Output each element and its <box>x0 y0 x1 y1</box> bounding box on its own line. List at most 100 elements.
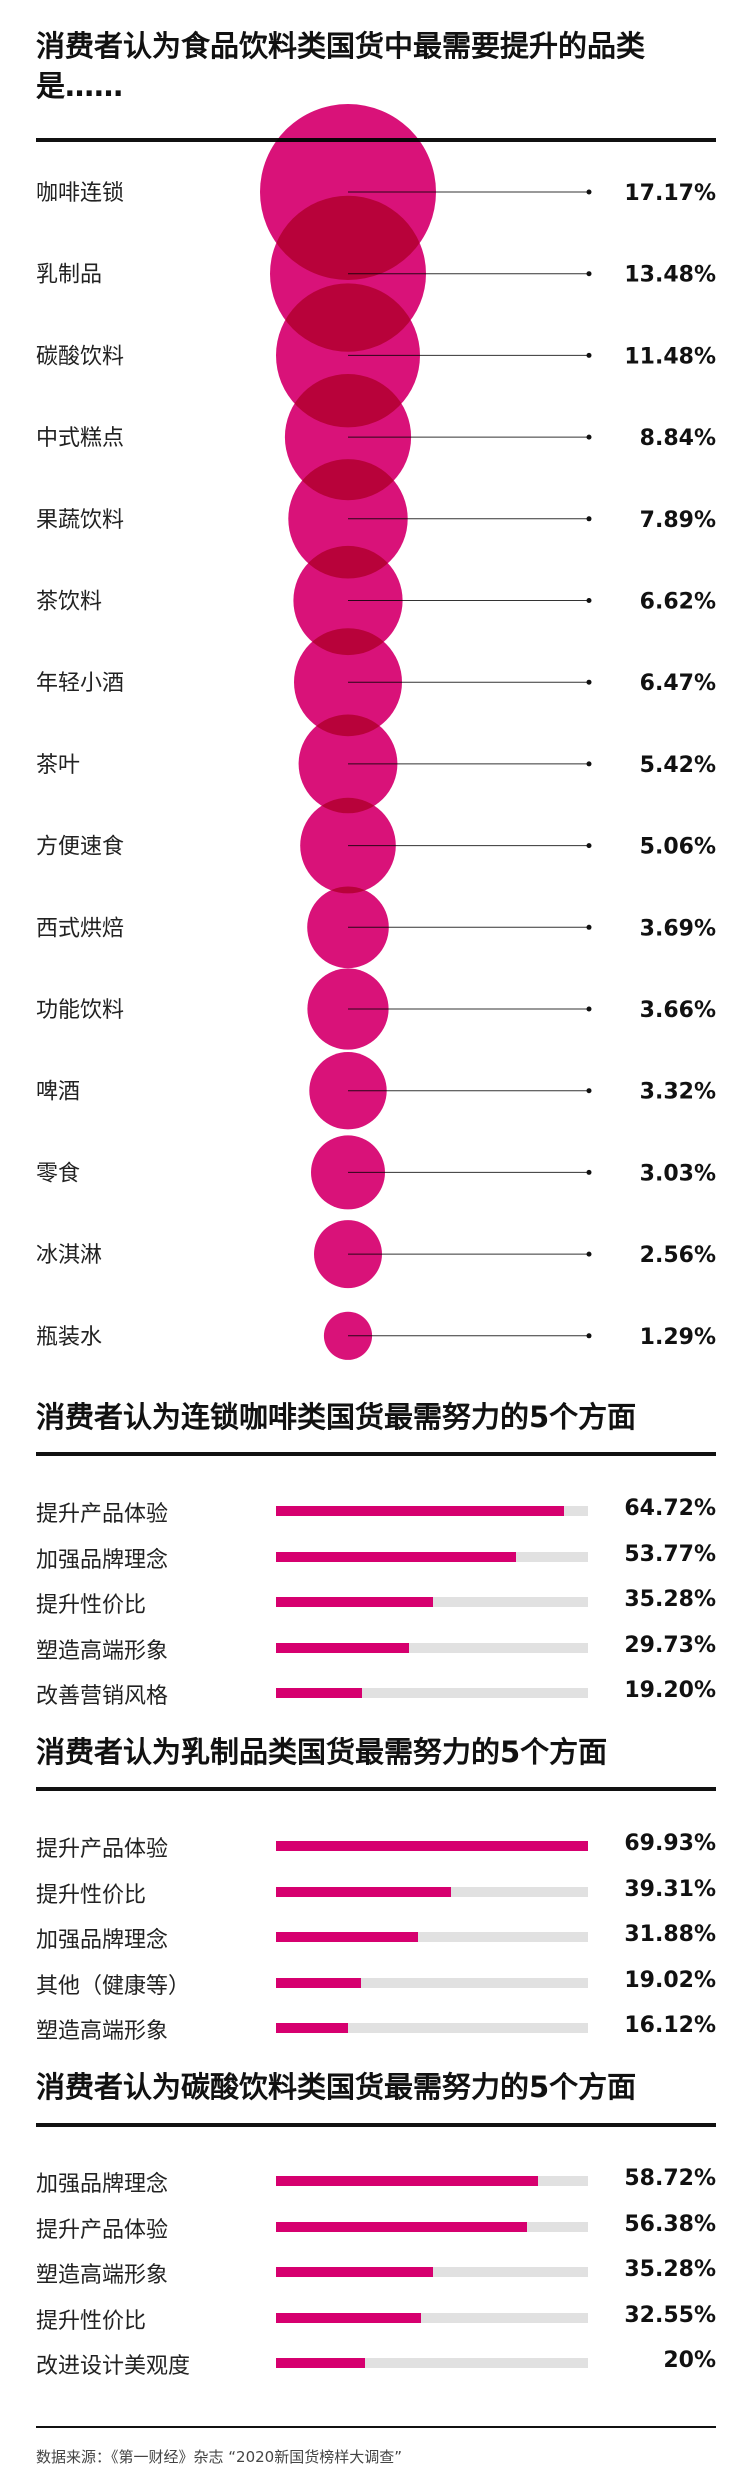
bar-fill <box>276 1642 409 1653</box>
bubble-value-label: 6.62% <box>640 590 716 615</box>
bar-fill <box>276 1841 588 1851</box>
bubble-mark <box>314 1220 382 1289</box>
bubble-mark <box>323 1311 373 1360</box>
bubble-value-label: 5.42% <box>640 753 716 778</box>
bar-fill <box>276 1688 362 1698</box>
bar-value-label: 64.72% <box>624 1496 716 1521</box>
bubble-value-label: 2.56% <box>640 1243 716 1268</box>
bubble-leader-dot <box>586 271 592 277</box>
bar-fill <box>276 2023 348 2033</box>
bar-track <box>276 1977 588 1988</box>
bar-value-label: 31.88% <box>624 1922 716 1947</box>
bar-track <box>276 1642 588 1653</box>
bar-category-label: 提升产品体验 <box>36 1502 169 1527</box>
bubble-value-label: 8.84% <box>640 426 716 451</box>
bubble-mark <box>307 886 389 969</box>
bubble-value-label: 7.89% <box>640 508 716 533</box>
bar-value-label: 20% <box>663 2348 716 2373</box>
bar-category-label: 提升性价比 <box>36 1882 147 1908</box>
bar-value-label: 32.55% <box>624 2302 716 2328</box>
bar-value-label: 58.72% <box>624 2166 716 2191</box>
bubble-leader-dot <box>586 1251 592 1257</box>
bar-category-label: 加强品牌理念 <box>36 1928 169 1953</box>
bar-category-label: 改善营销风格 <box>36 1684 169 1709</box>
bubble-value-label: 3.69% <box>640 916 716 941</box>
bubble-leader-dot <box>586 679 592 685</box>
source-note: 数据来源：《第一财经》杂志 “2020新国货榜样大调查” <box>36 2448 402 2466</box>
bubble-chart: 咖啡连锁 17.17% 乳制品 13.48% 碳酸饮料 11.48% 中式糕点 8.84% 果蔬… <box>36 104 716 1360</box>
bar-category-label: 提升产品体验 <box>36 1837 169 1862</box>
bubble-category-label: 零食 <box>36 1161 80 1186</box>
bubble-leader-dot <box>586 1333 592 1339</box>
bar-category-label: 提升性价比 <box>36 1593 147 1618</box>
bubble-value-label: 6.47% <box>640 671 716 696</box>
bubble-mark <box>309 1052 387 1130</box>
bar-track <box>276 1688 588 1698</box>
bar-category-label: 改进设计美观度 <box>36 2354 191 2379</box>
bar-fill <box>276 1597 434 1607</box>
bubble-leader-dot <box>586 924 592 930</box>
bar-track <box>276 1506 588 1516</box>
bar-value-label: 39.31% <box>624 1876 716 1902</box>
bubble-leader-dot <box>586 843 592 849</box>
bubble-category-label: 瓶装水 <box>36 1325 102 1350</box>
bar-value-label: 16.12% <box>624 2013 716 2038</box>
bar-value-label: 56.38% <box>624 2211 716 2237</box>
bubble-value-label: 3.03% <box>640 1161 716 1186</box>
title-rule <box>36 1452 716 1456</box>
bubble-value-label: 1.29% <box>640 1325 716 1350</box>
bar-fill <box>276 1506 565 1516</box>
bubble-category-label: 咖啡连锁 <box>36 181 124 206</box>
bar-track <box>276 2312 588 2323</box>
title-rule <box>36 1787 716 1791</box>
bar-fill <box>276 2267 434 2277</box>
bubble-mark <box>294 628 402 737</box>
bar-category-label: 提升产品体验 <box>36 2217 169 2243</box>
bubble-leader-dot <box>586 1006 592 1012</box>
bar-fill <box>276 1886 452 1897</box>
bubble-value-label: 17.17% <box>624 181 716 206</box>
bubble-mark <box>298 714 398 814</box>
bar-track <box>276 2358 588 2368</box>
bar-fill <box>276 2221 528 2232</box>
coffee-chart-title: 消费者认为连锁咖啡类国货最需努力的5个方面 <box>36 1400 637 1434</box>
bar-value-label: 19.02% <box>624 1967 716 1993</box>
bar-value-label: 53.77% <box>624 1541 716 1567</box>
bar-value-label: 29.73% <box>624 1632 716 1658</box>
bar-category-label: 塑造高端形象 <box>36 2019 169 2044</box>
bubble-category-label: 碳酸饮料 <box>36 344 124 369</box>
bubble-leader-dot <box>586 598 592 603</box>
bubble-leader-dot <box>586 189 592 195</box>
bar-fill <box>276 2358 366 2368</box>
bubble-category-label: 冰淇淋 <box>36 1243 102 1268</box>
bubble-category-label: 方便速食 <box>36 835 124 860</box>
bar-value-label: 35.28% <box>624 1587 716 1612</box>
bubble-value-label: 11.48% <box>624 344 716 369</box>
bar-category-label: 加强品牌理念 <box>36 2172 169 2197</box>
bar-fill <box>276 1932 419 1942</box>
bubble-mark <box>288 459 408 579</box>
bubble-value-label: 3.66% <box>640 998 716 1023</box>
bubble-leader-dot <box>586 1169 592 1175</box>
bar-category-label: 塑造高端形象 <box>36 1638 169 1664</box>
bar-track <box>276 1841 588 1851</box>
bar-fill <box>276 1977 361 1988</box>
bar-track <box>276 2176 588 2186</box>
footer-rule <box>36 2426 716 2428</box>
bubble-mark <box>300 797 396 894</box>
bar-track <box>276 1551 588 1562</box>
bubble-category-label: 茶饮料 <box>36 590 102 615</box>
bar-value-label: 19.20% <box>624 1678 716 1703</box>
bubble-category-label: 乳制品 <box>36 263 102 288</box>
bubble-category-label: 中式糕点 <box>36 426 124 451</box>
bar-category-label: 其他（健康等） <box>36 1973 191 1999</box>
bar-category-label: 加强品牌理念 <box>36 1547 169 1573</box>
bubble-value-label: 13.48% <box>624 263 716 288</box>
bubble-category-label: 年轻小酒 <box>36 671 124 696</box>
title-rule <box>36 2123 716 2127</box>
bubble-category-label: 功能饮料 <box>36 998 124 1023</box>
dairy-chart-title: 消费者认为乳制品类国货最需努力的5个方面 <box>36 1735 608 1769</box>
bubble-leader-dot <box>586 1088 592 1094</box>
bubble-mark <box>293 545 403 656</box>
bar-track <box>276 2267 588 2277</box>
